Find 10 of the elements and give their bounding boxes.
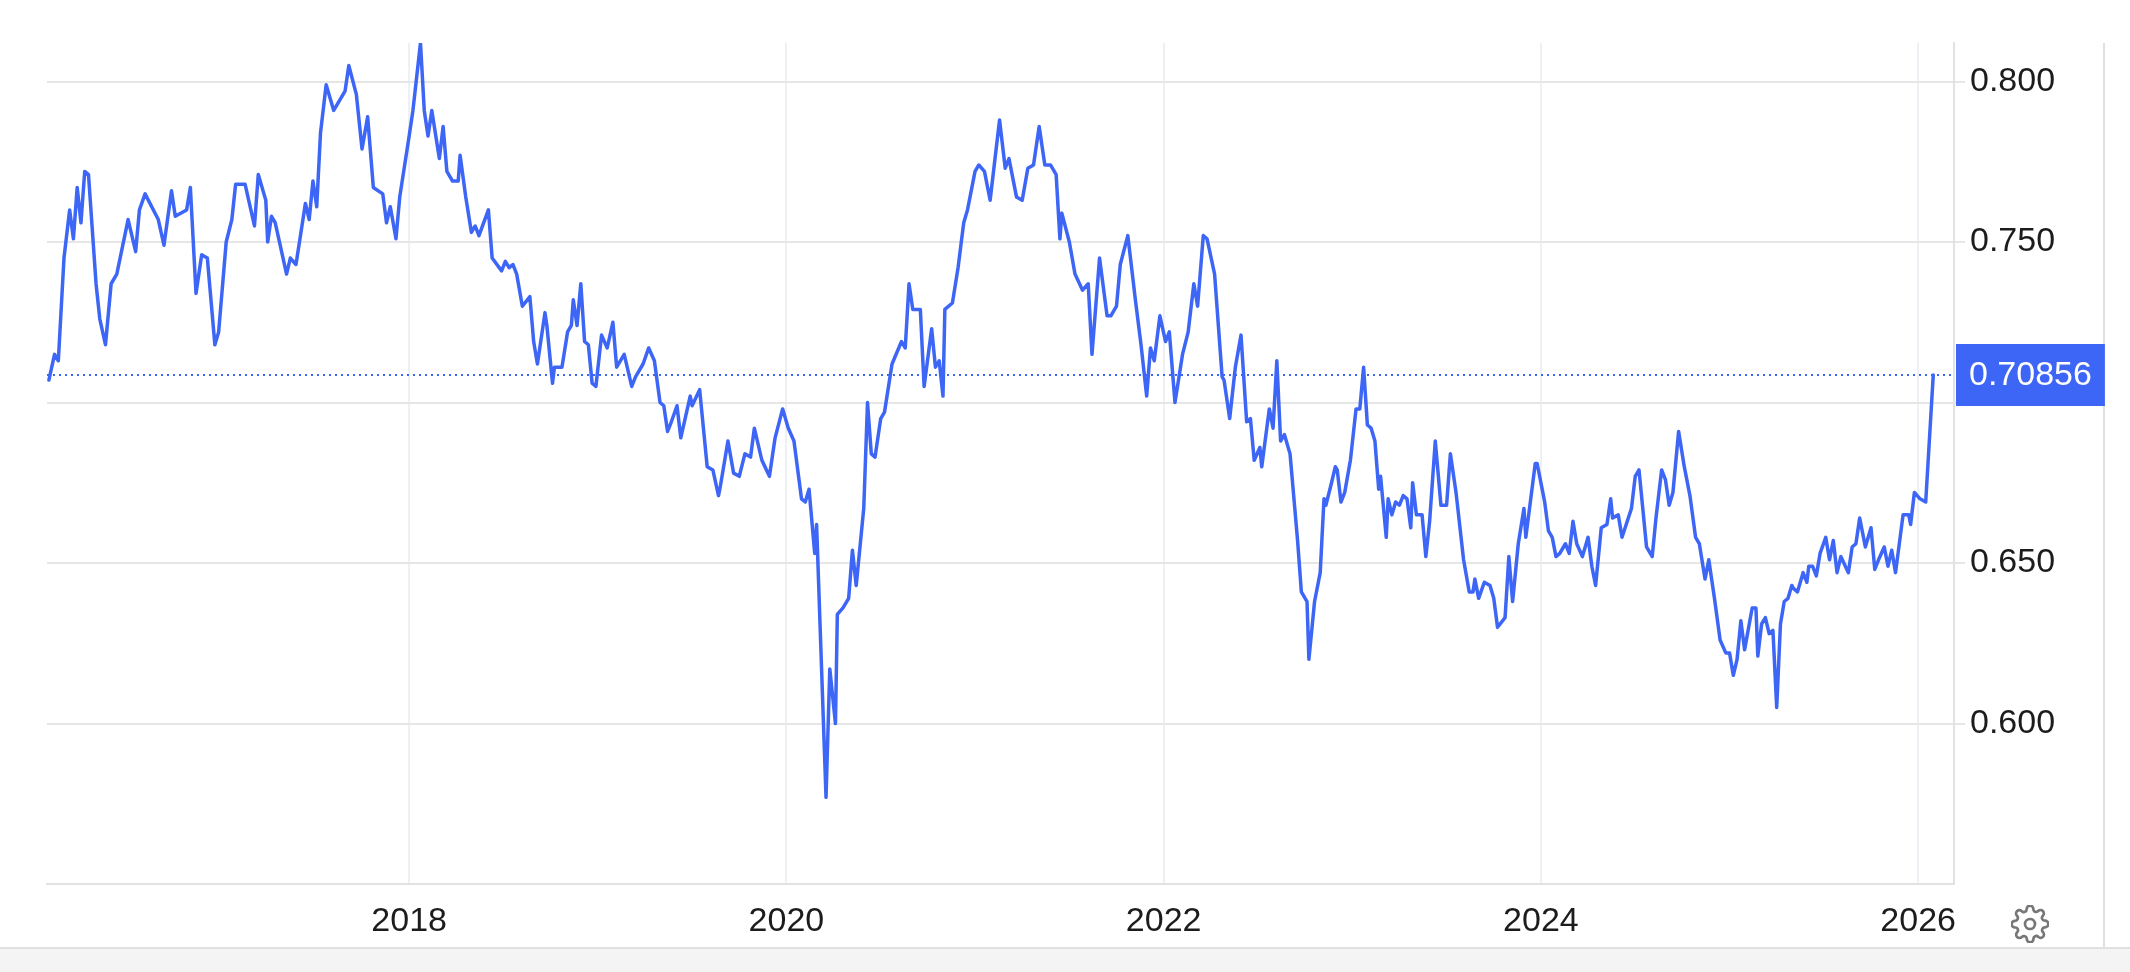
x-tick-label: 2026 — [1880, 899, 1956, 938]
y-tick-label: 0.600 — [1970, 701, 2056, 740]
x-tick-label: 2022 — [1125, 899, 1202, 938]
ref-line-label: 0.70856 — [1969, 354, 2092, 393]
y-tick-label: 0.750 — [1970, 220, 2056, 259]
y-tick-label: 0.650 — [1970, 541, 2056, 580]
y-tick-label: 0.800 — [1970, 59, 2056, 98]
x-tick-label: 2024 — [1503, 899, 1579, 938]
x-tick-label: 2020 — [748, 899, 825, 938]
x-tick-label: 2018 — [371, 899, 447, 938]
